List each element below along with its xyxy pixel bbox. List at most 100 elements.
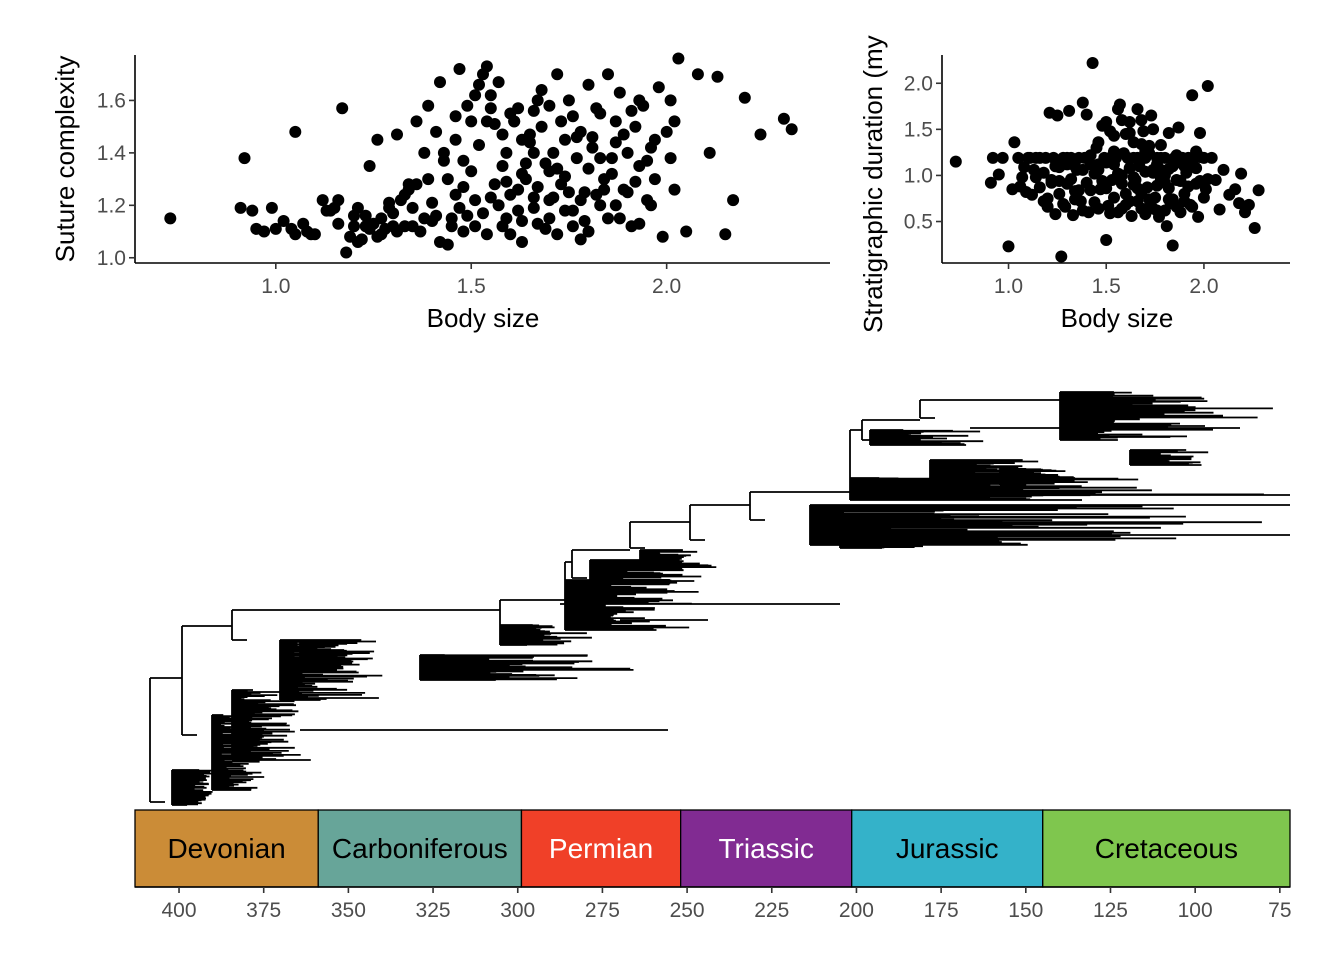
scatter-point — [680, 225, 693, 238]
scatter-point — [434, 76, 446, 89]
scatter-point — [551, 228, 564, 241]
scatter-point — [527, 104, 540, 117]
scatter-point — [1108, 145, 1120, 158]
scatter-point — [1067, 209, 1079, 222]
scatter-point — [1072, 184, 1085, 197]
scatter-point — [1194, 127, 1206, 139]
scatter-point — [332, 217, 345, 230]
scatter-point — [269, 222, 282, 235]
scatter-point — [1112, 167, 1124, 180]
scatter-point — [1037, 195, 1050, 208]
scatter-point — [996, 151, 1009, 164]
scatter-point — [1053, 175, 1066, 187]
period-band — [520, 809, 682, 888]
time-tick-label: 275 — [585, 899, 620, 922]
scatter-point — [473, 139, 485, 151]
scatter-point — [1061, 158, 1074, 171]
scatter-point — [668, 115, 681, 128]
scatter-point — [1182, 162, 1195, 175]
scatter-point — [738, 91, 751, 104]
scatter-point — [562, 94, 575, 107]
scatter-point — [1154, 139, 1167, 151]
scatter-point — [1135, 138, 1148, 151]
x-tick-label: 2.0 — [652, 275, 681, 298]
scatter-point — [430, 209, 443, 222]
scatter-point — [1092, 136, 1105, 149]
scatter-point — [516, 167, 528, 180]
x-tick-label: 2.0 — [1189, 275, 1218, 298]
scatter-complexity-y-ticks: 1.0 1.2 1.4 1.6 — [97, 89, 135, 270]
scatter-point — [1065, 173, 1078, 186]
scatter-point — [1147, 202, 1160, 215]
scatter-complexity-x-ticks: 1.0 1.5 2.0 — [261, 263, 681, 298]
scatter-point — [332, 194, 345, 207]
scatter-point — [465, 115, 478, 128]
scatter-point — [719, 228, 732, 241]
scatter-complexity-points — [164, 52, 798, 259]
scatter-point — [351, 201, 364, 214]
scatter-point — [1125, 210, 1138, 222]
scatter-point — [527, 201, 540, 214]
scatter-point — [648, 133, 661, 146]
y-tick-label: 1.0 — [904, 164, 933, 187]
scatter-point — [437, 154, 450, 167]
scatter-duration-y-ticks: 0.5 1.0 1.5 2.0 — [904, 72, 942, 234]
tree-branches — [149, 391, 1290, 806]
scatter-point — [1139, 165, 1152, 178]
time-tick-label: 375 — [246, 899, 281, 922]
scatter-point — [1115, 177, 1128, 190]
scatter-point — [523, 128, 536, 141]
scatter-point — [1115, 114, 1128, 127]
phylogeny-panel: Devonian Carboniferous Permian Triassic Jura… — [134, 391, 1292, 922]
scatter-point — [504, 107, 517, 120]
period-label: Jurassic — [896, 833, 999, 864]
phylogeny-tree — [149, 391, 1290, 806]
scatter-point — [519, 157, 532, 170]
scatter-point — [645, 199, 657, 212]
scatter-point — [613, 212, 626, 225]
scatter-point — [727, 194, 740, 207]
time-tick-label: 325 — [416, 899, 451, 922]
scatter-point — [582, 78, 595, 91]
scatter-point — [359, 209, 372, 222]
scatter-point — [1205, 151, 1218, 164]
scatter-point — [316, 194, 329, 207]
period-band — [851, 809, 1044, 888]
scatter-point — [691, 68, 704, 81]
scatter-point — [477, 207, 489, 220]
scatter-point — [574, 125, 587, 138]
time-tick-label: 125 — [1093, 899, 1128, 922]
scatter-point — [1051, 109, 1064, 122]
scatter-point — [1131, 182, 1144, 195]
scatter-point — [1135, 114, 1148, 127]
scatter-point — [336, 102, 349, 115]
scatter-point — [547, 191, 560, 204]
scatter-point — [1160, 220, 1173, 233]
scatter-point — [986, 151, 999, 164]
x-tick-label: 1.0 — [261, 275, 290, 298]
scatter-point — [320, 204, 333, 217]
scatter-point — [1076, 163, 1089, 176]
scatter-point — [1229, 183, 1242, 196]
scatter-point — [246, 204, 259, 217]
period-band — [1042, 809, 1291, 888]
scatter-point — [543, 212, 556, 225]
scatter-point — [1201, 173, 1214, 186]
scatter-point — [613, 86, 626, 99]
scatter-point — [449, 188, 462, 201]
scatter-point — [391, 128, 403, 141]
scatter-point — [1104, 207, 1117, 220]
scatter-point — [1002, 240, 1015, 253]
scatter-point — [512, 204, 525, 217]
scatter-point — [1033, 151, 1046, 164]
scatter-point — [1213, 203, 1226, 216]
period-label: Carboniferous — [332, 833, 508, 864]
scatter-point — [406, 201, 419, 214]
scatter-point — [602, 212, 614, 225]
scatter-point — [531, 217, 544, 230]
scatter-point — [340, 246, 353, 259]
scatter-point — [484, 191, 497, 204]
scatter-point — [1166, 239, 1179, 252]
scatter-point — [1123, 162, 1136, 175]
scatter-point — [410, 115, 423, 128]
